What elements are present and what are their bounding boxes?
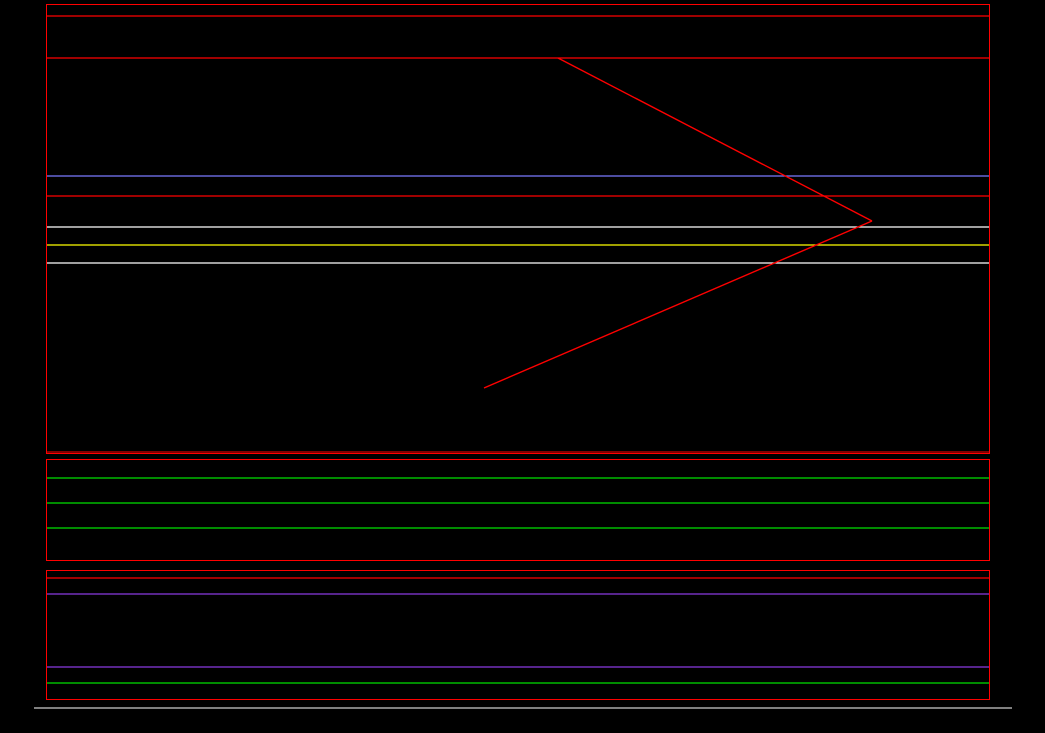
rsi-panel-frame bbox=[46, 459, 990, 561]
sstoc-panel-frame bbox=[46, 570, 990, 700]
main-panel-frame bbox=[46, 4, 990, 454]
